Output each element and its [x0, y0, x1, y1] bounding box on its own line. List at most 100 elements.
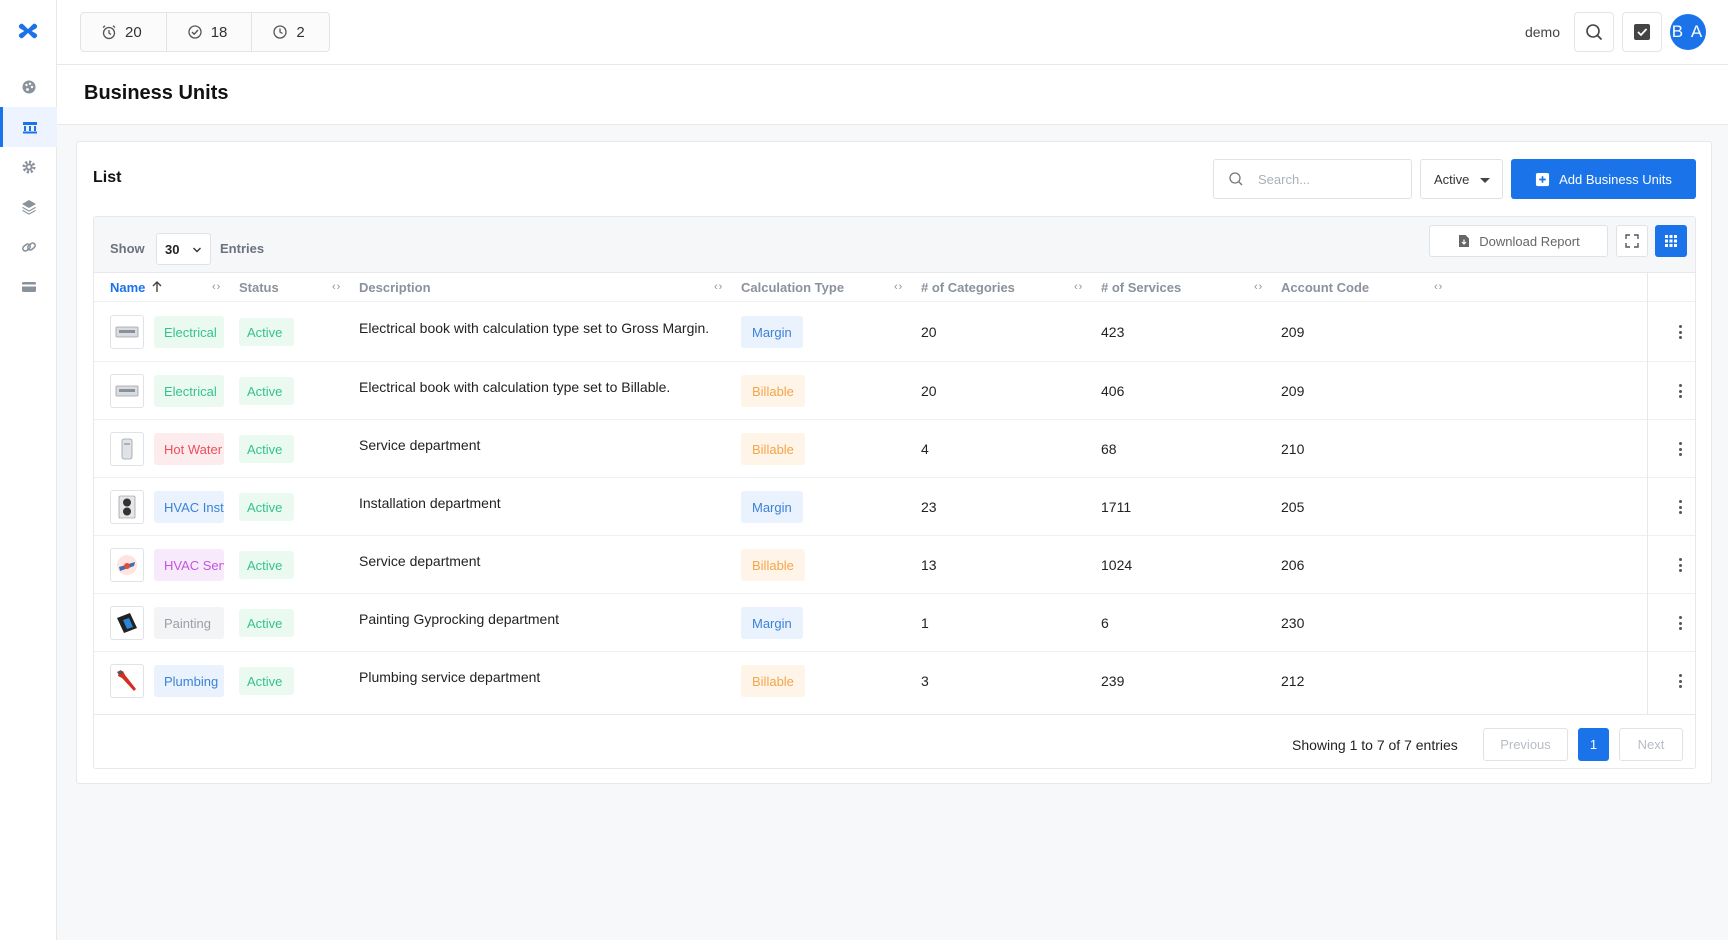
palette-icon	[22, 80, 35, 94]
column-header-services[interactable]: # of Services	[1101, 279, 1182, 295]
sidebar-item-integrations[interactable]	[0, 227, 57, 267]
resize-handle-icon[interactable]: ‹›	[1254, 281, 1264, 293]
description-text: Service department	[359, 553, 481, 569]
table-footer: Showing 1 to 7 of 7 entries Previous 1 N…	[94, 714, 1695, 768]
pagination-previous-button[interactable]: Previous	[1483, 728, 1568, 761]
caret-down-icon	[1480, 178, 1490, 183]
pagination-next-button[interactable]: Next	[1619, 728, 1683, 761]
categories-count: 23	[921, 499, 937, 515]
row-actions-menu-icon[interactable]	[1672, 322, 1688, 342]
status-filter-select[interactable]: Active	[1420, 159, 1503, 199]
search-input[interactable]	[1258, 171, 1398, 187]
column-settings-button[interactable]	[1655, 225, 1687, 257]
sidebar-item-settings[interactable]	[0, 147, 57, 187]
business-unit-name-link[interactable]: Painting	[154, 607, 224, 639]
business-unit-name-link[interactable]: Electrical	[154, 375, 224, 407]
counter-completed[interactable]: 18	[167, 13, 253, 51]
panel-image-icon	[115, 385, 139, 397]
entries-per-page-select[interactable]: 30	[156, 233, 211, 265]
business-unit-name-link[interactable]: HVAC Install	[154, 491, 224, 523]
user-avatar[interactable]: B A	[1670, 14, 1706, 50]
sidebar-item-business-units[interactable]	[0, 107, 57, 147]
app-logo-icon[interactable]	[17, 20, 39, 42]
counter-alarm[interactable]: 20	[81, 13, 167, 51]
services-count: 68	[1101, 441, 1117, 457]
calculation-type-badge: Billable	[741, 375, 805, 407]
layers-icon	[21, 200, 36, 215]
services-count: 406	[1101, 383, 1125, 399]
top-bar: 20 18 2 demo B A	[57, 0, 1728, 65]
resize-handle-icon[interactable]: ‹›	[1074, 281, 1084, 293]
table-row[interactable]: Painting Active Painting Gyprocking depa…	[94, 593, 1695, 651]
status-badge: Active	[239, 609, 294, 637]
table-row[interactable]: HVAC Install Active Installation departm…	[94, 477, 1695, 535]
table-row[interactable]: Electrical Active Electrical book with c…	[94, 301, 1695, 361]
categories-count: 20	[921, 383, 937, 399]
account-code: 205	[1281, 499, 1305, 515]
fullscreen-button[interactable]	[1616, 225, 1648, 257]
column-header-description[interactable]: Description	[359, 279, 431, 295]
account-code: 210	[1281, 441, 1305, 457]
global-search-button[interactable]	[1574, 12, 1614, 52]
business-unit-name-link[interactable]: Electrical	[154, 316, 224, 348]
alarm-clock-icon	[102, 25, 116, 40]
row-actions-menu-icon[interactable]	[1672, 439, 1688, 459]
sidebar-item-layers[interactable]	[0, 187, 57, 227]
counter-pending-value: 2	[296, 23, 305, 41]
status-badge: Active	[239, 377, 294, 405]
add-business-units-label: Add Business Units	[1559, 171, 1672, 187]
column-header-name[interactable]: Name	[110, 273, 164, 301]
pagination-summary: Showing 1 to 7 of 7 entries	[1292, 737, 1458, 753]
description-text: Service department	[359, 437, 481, 453]
credit-card-icon	[21, 282, 36, 292]
resize-handle-icon[interactable]: ‹›	[332, 281, 342, 293]
pagination-page-1-button[interactable]: 1	[1578, 728, 1609, 761]
calculation-type-badge: Billable	[741, 549, 805, 581]
sort-ascending-icon	[152, 281, 162, 292]
table-row[interactable]: HVAC Service Active Service department B…	[94, 535, 1695, 593]
status-badge: Active	[239, 318, 294, 346]
column-header-calculation-type[interactable]: Calculation Type	[741, 279, 845, 295]
gear-icon	[22, 160, 35, 174]
counter-alarm-value: 20	[125, 23, 142, 41]
tasks-button[interactable]	[1622, 12, 1662, 52]
business-units-card: List Active Add Business Units Show 30 E…	[76, 141, 1712, 784]
resize-handle-icon[interactable]: ‹›	[212, 281, 222, 293]
table-row[interactable]: Plumbing Active Plumbing service departm…	[94, 651, 1695, 709]
add-business-units-button[interactable]: Add Business Units	[1511, 159, 1696, 199]
column-header-account-code[interactable]: Account Code	[1281, 279, 1370, 295]
row-actions-menu-icon[interactable]	[1672, 497, 1688, 517]
service-image-icon	[117, 555, 137, 575]
row-actions-menu-icon[interactable]	[1672, 555, 1688, 575]
row-actions-menu-icon[interactable]	[1672, 671, 1688, 691]
table-row[interactable]: Hot Water Active Service department Bill…	[94, 419, 1695, 477]
page-header: Business Units	[57, 65, 1728, 125]
categories-count: 1	[921, 615, 929, 631]
table-row[interactable]: Electrical Active Electrical book with c…	[94, 361, 1695, 419]
account-code: 209	[1281, 324, 1305, 340]
column-header-categories[interactable]: # of Categories	[921, 279, 1015, 295]
resize-handle-icon[interactable]: ‹›	[1434, 281, 1444, 293]
download-report-button[interactable]: Download Report	[1429, 225, 1608, 257]
business-unit-name-link[interactable]: HVAC Service	[154, 549, 224, 581]
counter-pending[interactable]: 2	[252, 13, 328, 51]
row-actions-menu-icon[interactable]	[1672, 613, 1688, 633]
account-code: 212	[1281, 673, 1305, 689]
column-header-name-label: Name	[110, 279, 146, 295]
grid-icon	[1665, 235, 1677, 247]
calculation-type-badge: Margin	[741, 491, 803, 523]
categories-count: 4	[921, 441, 929, 457]
sidebar-item-billing[interactable]	[0, 267, 57, 307]
row-actions-menu-icon[interactable]	[1672, 381, 1688, 401]
column-header-status[interactable]: Status	[239, 279, 279, 295]
resize-handle-icon[interactable]: ‹›	[714, 281, 724, 293]
business-unit-name-link[interactable]: Hot Water	[154, 433, 224, 465]
account-code: 209	[1281, 383, 1305, 399]
resize-handle-icon[interactable]: ‹›	[894, 281, 904, 293]
sidebar-item-dashboard[interactable]	[0, 67, 57, 107]
link-icon	[21, 242, 36, 252]
business-unit-name-link[interactable]: Plumbing	[154, 665, 224, 697]
description-text: Installation department	[359, 495, 501, 511]
business-unit-thumbnail	[110, 664, 144, 698]
actions-column-divider	[1647, 273, 1648, 714]
